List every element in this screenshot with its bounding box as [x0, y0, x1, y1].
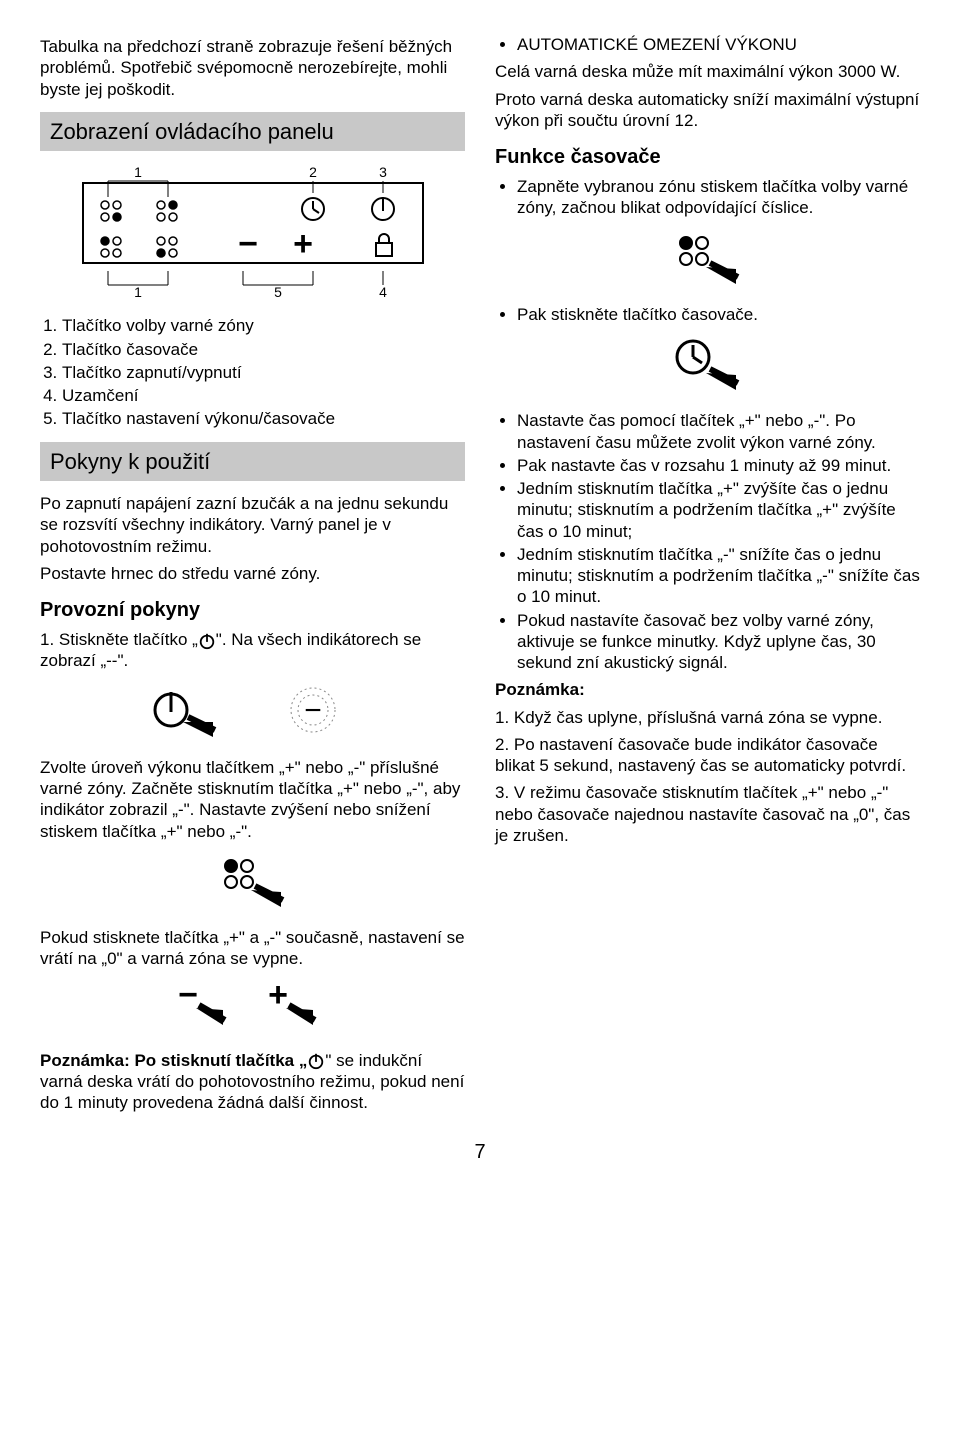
- svg-text:4: 4: [379, 284, 387, 300]
- icon-row-clock-hand: [495, 335, 920, 400]
- legend-item: Tlačítko zapnutí/vypnutí: [62, 362, 465, 383]
- usage-p1: Po zapnutí napájení zazní bzučák a na je…: [40, 493, 465, 557]
- timer-list-3: Nastavte čas pomocí tlačítek „+" nebo „-…: [495, 410, 920, 673]
- note-right-label: Poznámka:: [495, 679, 920, 700]
- svg-text:+: +: [268, 980, 288, 1014]
- left-column: Tabulka na předchozí straně zobrazuje ře…: [40, 30, 465, 1120]
- svg-text:−: −: [178, 980, 198, 1014]
- auto-limit-bullet: AUTOMATICKÉ OMEZENÍ VÝKONU: [517, 34, 920, 55]
- svg-text:+: +: [293, 225, 313, 263]
- main-columns: Tabulka na předchozí straně zobrazuje ře…: [40, 30, 920, 1120]
- panel-heading: Zobrazení ovládacího panelu: [40, 112, 465, 152]
- timer-heading: Funkce časovače: [495, 145, 920, 170]
- note-r1: 1. Když čas uplyne, příslušná varná zóna…: [495, 707, 920, 728]
- timer-bullet: Pak nastavte čas v rozsahu 1 minuty až 9…: [517, 455, 920, 476]
- icon-row-minus-plus-hands: − +: [40, 980, 465, 1040]
- icon-row-zone-hand: [40, 852, 465, 917]
- usage-heading: Pokyny k použití: [40, 442, 465, 482]
- timer-bullet: Pokud nastavíte časovač bez volby varné …: [517, 610, 920, 674]
- page-number: 7: [40, 1140, 920, 1165]
- timer-bullet: Zapněte vybranou zónu stiskem tlačítka v…: [517, 176, 920, 219]
- svg-text:5: 5: [274, 284, 282, 300]
- svg-text:1: 1: [134, 284, 142, 300]
- legend-item: Tlačítko časovače: [62, 339, 465, 360]
- right-column: AUTOMATICKÉ OMEZENÍ VÝKONU Celá varná de…: [495, 30, 920, 1120]
- op1-text-a: 1. Stiskněte tlačítko „: [40, 630, 198, 649]
- note-left: Poznámka: Po stisknutí tlačítka „" se in…: [40, 1050, 465, 1114]
- legend-item: Uzamčení: [62, 385, 465, 406]
- icon-row-power-minus: −: [40, 682, 465, 747]
- timer-list-2: Pak stiskněte tlačítko časovače.: [495, 304, 920, 325]
- right-p1: Celá varná deska může mít maximální výko…: [495, 61, 920, 82]
- icon-row-zone-hand-2: [495, 229, 920, 294]
- panel-legend: Tlačítko volby varné zóny Tlačítko časov…: [40, 315, 465, 429]
- svg-text:2: 2: [309, 164, 317, 180]
- note-r3: 3. V režimu časovače stisknutím tlačítek…: [495, 782, 920, 846]
- svg-text:−: −: [238, 225, 258, 263]
- operating-heading: Provozní pokyny: [40, 598, 465, 623]
- svg-text:3: 3: [379, 164, 387, 180]
- power-icon: [198, 632, 216, 650]
- timer-bullet: Jedním stisknutím tlačítka „+" zvýšíte č…: [517, 478, 920, 542]
- power-icon: [307, 1052, 325, 1070]
- timer-bullet: Nastavte čas pomocí tlačítek „+" nebo „-…: [517, 410, 920, 453]
- timer-bullet: Jedním stisknutím tlačítka „-" snížíte č…: [517, 544, 920, 608]
- svg-text:−: −: [304, 694, 322, 727]
- intro-paragraph: Tabulka na předchozí straně zobrazuje ře…: [40, 36, 465, 100]
- svg-text:1: 1: [134, 164, 142, 180]
- auto-limit-list: AUTOMATICKÉ OMEZENÍ VÝKONU: [495, 34, 920, 55]
- timer-bullet: Pak stiskněte tlačítko časovače.: [517, 304, 920, 325]
- op-step2: Zvolte úroveň výkonu tlačítkem „+" nebo …: [40, 757, 465, 842]
- timer-list-1: Zapněte vybranou zónu stiskem tlačítka v…: [495, 176, 920, 219]
- legend-item: Tlačítko volby varné zóny: [62, 315, 465, 336]
- op-step1: 1. Stiskněte tlačítko „". Na všech indik…: [40, 629, 465, 672]
- usage-p2: Postavte hrnec do středu varné zóny.: [40, 563, 465, 584]
- control-panel-diagram: 1 2 3 1 5 4: [53, 163, 453, 303]
- right-p2: Proto varná deska automaticky sníží maxi…: [495, 89, 920, 132]
- note-left-a: Poznámka: Po stisknutí tlačítka „: [40, 1051, 307, 1070]
- note-r2: 2. Po nastavení časovače bude indikátor …: [495, 734, 920, 777]
- op-step3: Pokud stisknete tlačítka „+" a „-" souča…: [40, 927, 465, 970]
- legend-item: Tlačítko nastavení výkonu/časovače: [62, 408, 465, 429]
